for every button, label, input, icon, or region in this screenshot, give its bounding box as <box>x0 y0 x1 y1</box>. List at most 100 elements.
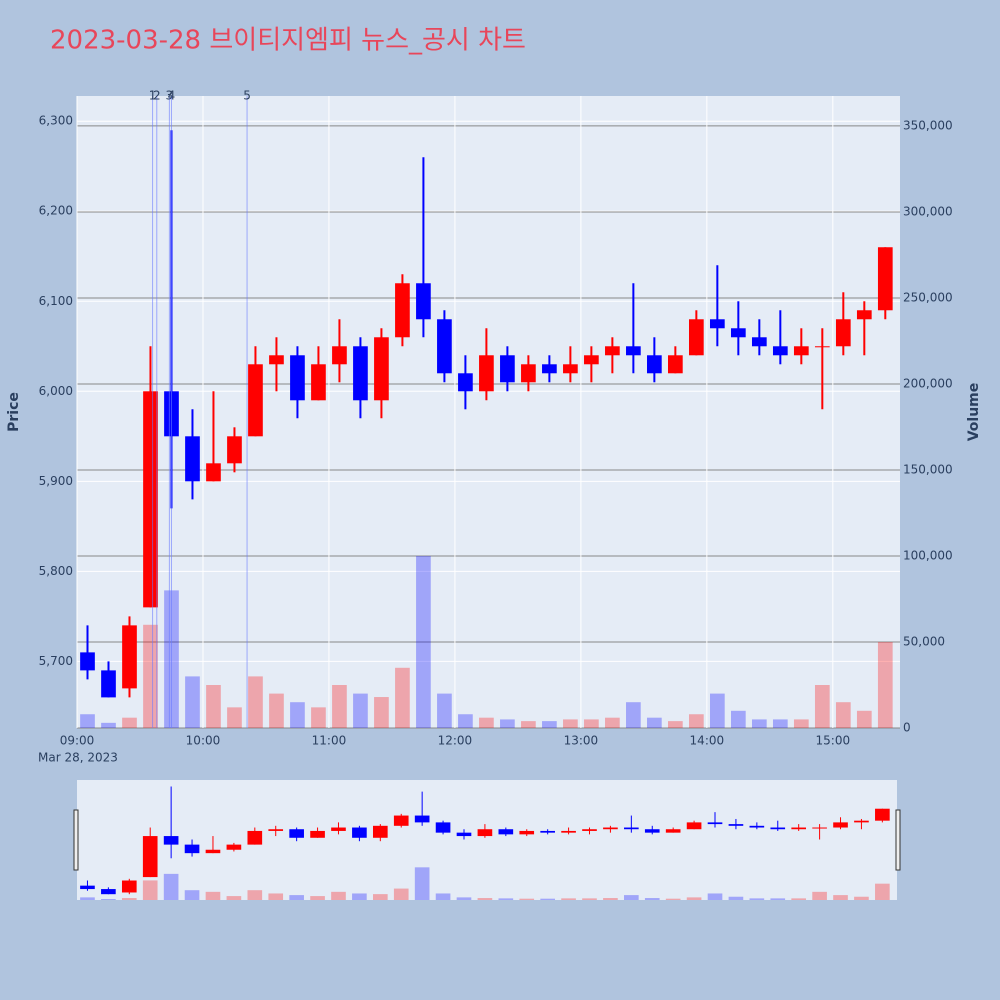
x-tick-label: 10:00 <box>186 734 221 748</box>
candle-body <box>542 364 557 374</box>
volume-bar <box>414 867 430 900</box>
volume-bar <box>353 693 368 728</box>
volume-bar <box>206 684 221 728</box>
candle-body <box>458 373 473 392</box>
volume-bar <box>812 891 827 900</box>
volume-bar <box>290 702 305 728</box>
volume-bar <box>686 897 702 900</box>
volume-bar <box>143 624 158 728</box>
candle-body <box>519 830 535 835</box>
candle-body <box>248 364 263 437</box>
volume-bar <box>626 702 641 728</box>
candle-body <box>605 346 620 356</box>
y-tick-label: 5,900 <box>39 474 73 488</box>
volume-bar <box>856 710 872 728</box>
candle-body <box>142 836 158 878</box>
volume-bar <box>310 896 325 900</box>
volume-bar <box>624 895 639 900</box>
candle-body <box>689 319 704 356</box>
candle-body <box>268 829 284 831</box>
candle-body <box>749 825 765 828</box>
volume-bar <box>875 883 890 900</box>
volume-bar <box>248 676 263 728</box>
volume-bar <box>184 890 200 900</box>
volume-bar <box>814 684 830 728</box>
volume-bar <box>791 898 807 900</box>
annotation-label: 3 <box>166 89 174 103</box>
y-tick-label: 6,000 <box>39 384 73 398</box>
y2-tick-label: 100,000 <box>903 548 953 562</box>
x-tick-label: 15:00 <box>816 734 851 748</box>
volume-bar <box>772 719 788 728</box>
candle-body <box>437 319 452 374</box>
candle-body <box>289 829 304 838</box>
volume-bar <box>101 899 116 900</box>
candle-body <box>500 355 515 383</box>
candle-body <box>772 346 788 356</box>
candle-body <box>603 827 618 830</box>
slider-handle[interactable] <box>73 809 79 871</box>
candle-body <box>121 880 137 893</box>
y-tick-label: 6,300 <box>39 114 73 128</box>
volume-bar <box>835 702 851 728</box>
volume-bar <box>584 719 599 728</box>
volume-bar <box>793 719 809 728</box>
candle-body <box>80 652 95 671</box>
candle-body <box>101 670 116 698</box>
candle-body <box>498 829 514 835</box>
candle-body <box>416 283 431 320</box>
candle-body <box>227 436 242 464</box>
volume-bar <box>500 719 515 728</box>
y-axis-title: Price <box>6 392 22 432</box>
candle-body <box>163 836 179 845</box>
x-tick-label: 12:00 <box>438 734 473 748</box>
y-tick-label: 6,100 <box>39 294 73 308</box>
volume-bar <box>163 873 179 900</box>
candle-body <box>770 827 786 830</box>
y-tick-label: 6,200 <box>39 204 73 218</box>
candle-body <box>854 820 869 823</box>
volume-bar <box>416 555 431 728</box>
volume-bar <box>372 894 388 900</box>
slider-handle[interactable] <box>895 809 901 871</box>
volume-bar <box>665 898 681 900</box>
volume-bar <box>393 888 409 900</box>
volume-bar <box>395 667 410 728</box>
volume-bar <box>479 717 494 728</box>
candle-body <box>540 830 555 833</box>
candle-body <box>856 310 872 320</box>
volume-bar <box>730 710 746 728</box>
volume-bar <box>332 684 347 728</box>
volume-bar <box>540 898 555 900</box>
candle-body <box>626 346 641 356</box>
candle-body <box>624 827 639 830</box>
candle-body <box>374 337 389 401</box>
volume-bar <box>456 897 472 900</box>
candle-body <box>665 829 681 833</box>
candle-body <box>751 337 767 347</box>
candle-body <box>477 829 493 837</box>
range-slider[interactable] <box>77 780 897 900</box>
candle-body <box>563 364 578 374</box>
annotation-label: 2 <box>153 89 161 103</box>
volume-bar <box>770 898 786 900</box>
volume-bar <box>311 707 326 728</box>
volume-bar <box>80 897 95 900</box>
volume-bar <box>709 693 725 728</box>
annotation-label: 5 <box>243 89 251 103</box>
annotation-label: 4 <box>168 89 176 103</box>
volume-bar <box>437 693 452 728</box>
candle-body <box>793 346 809 356</box>
x-tick-label: 11:00 <box>312 734 347 748</box>
candle-body <box>269 355 284 365</box>
candle-body <box>395 283 410 338</box>
candle-body <box>185 436 200 482</box>
candle-body <box>80 885 95 890</box>
y2-tick-label: 250,000 <box>903 290 953 304</box>
candle-body <box>353 346 368 401</box>
candle-body <box>290 355 305 401</box>
volume-bar <box>477 898 493 900</box>
annotation-label: 1 <box>149 89 157 103</box>
candle-body <box>101 889 116 895</box>
